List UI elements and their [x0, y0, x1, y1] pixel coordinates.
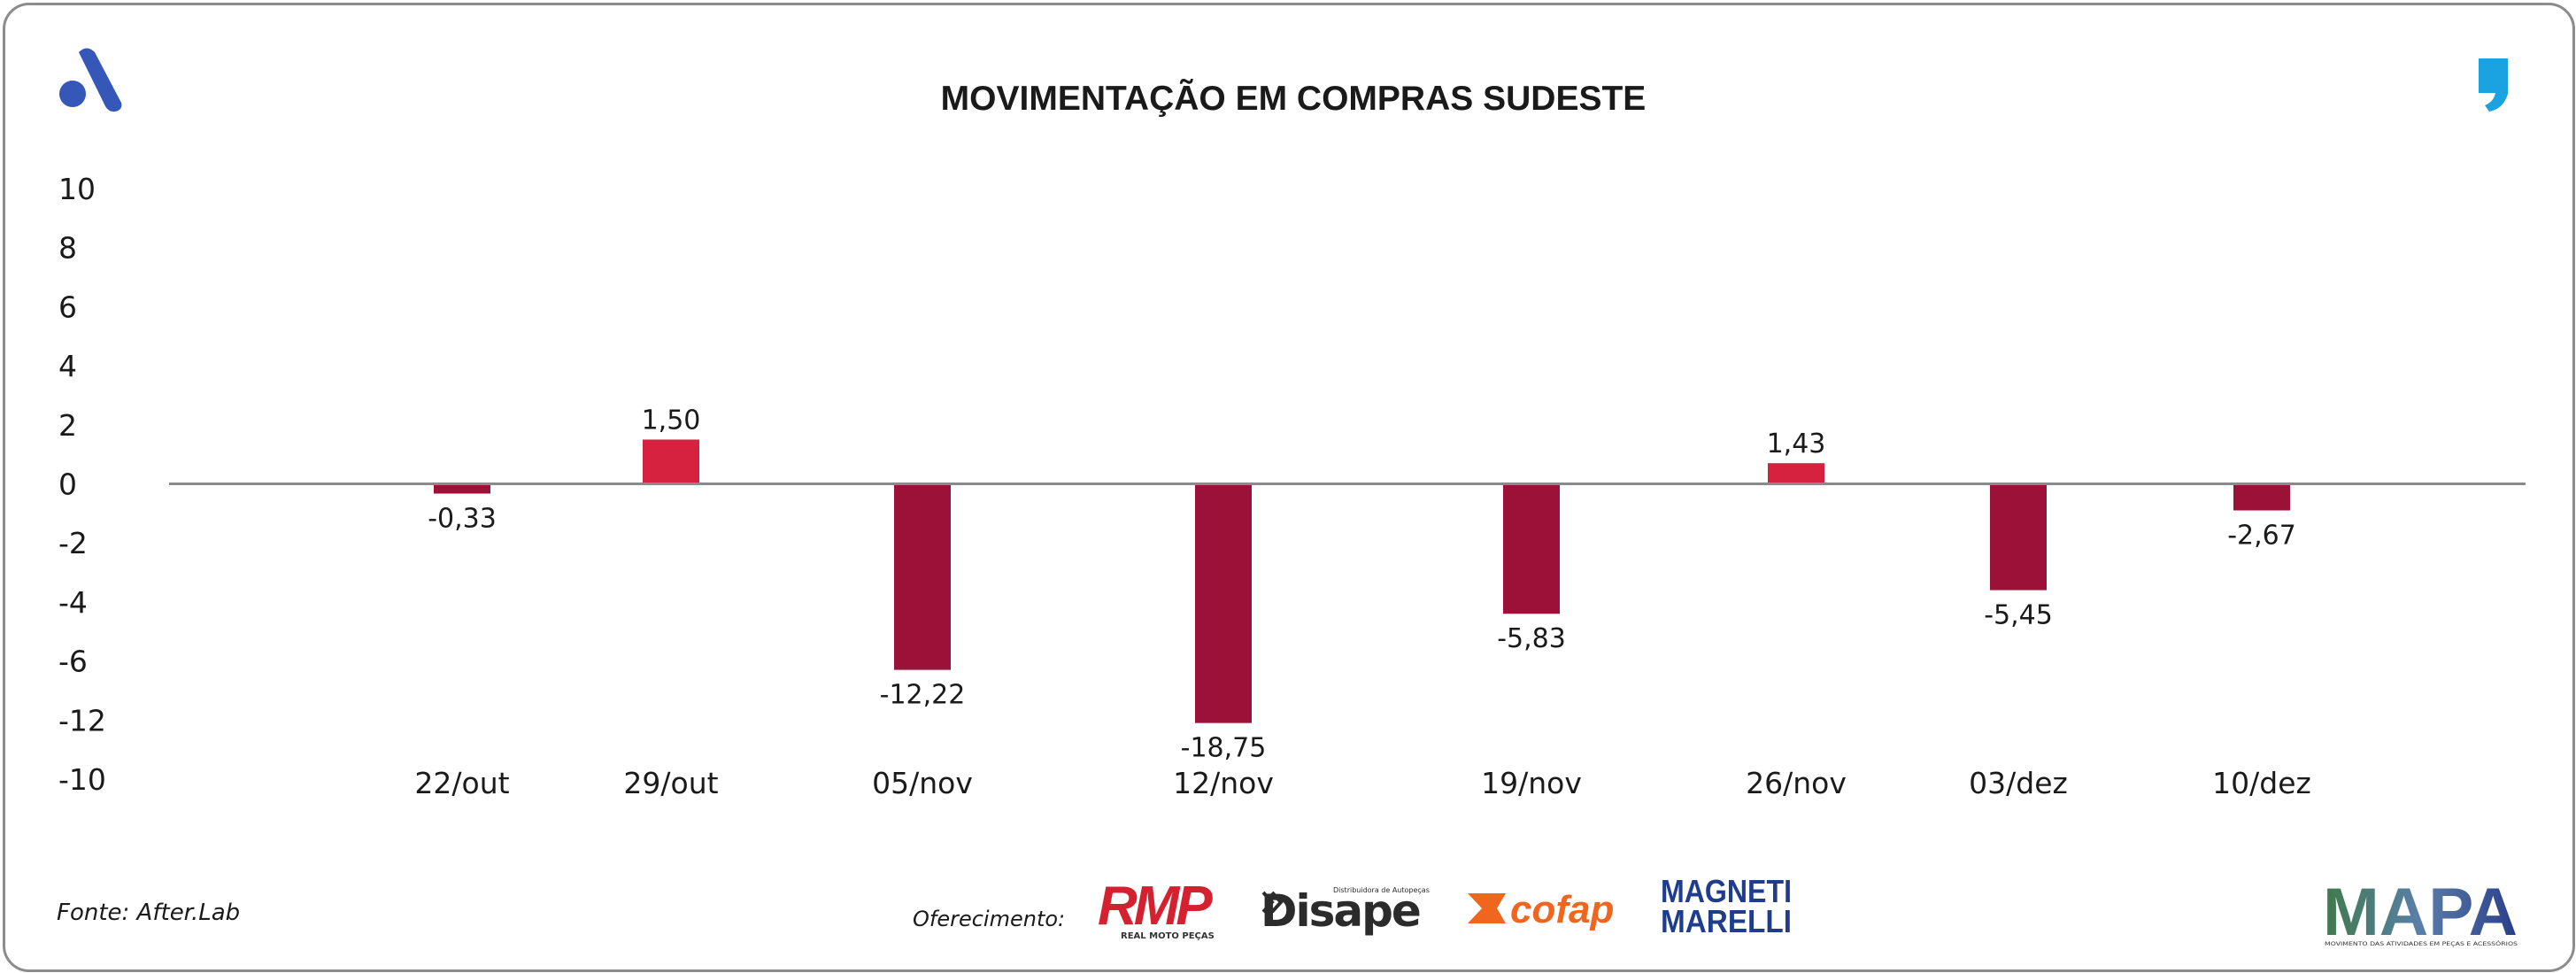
mapa-logo: MAPA MOVIMENTO DAS ATIVIDADES EM PEÇAS E…	[2323, 875, 2518, 950]
data-label: 1,43	[1767, 429, 1826, 459]
magneti-marelli-logo: MAGNETI MARELLI	[1661, 873, 1792, 939]
x-tick-label: 03/dez	[1969, 766, 2068, 800]
data-label: -0,33	[428, 504, 497, 535]
x-axis-ticks: 22/out 29/out 05/nov 12/nov 19/nov 26/nov 03/d…	[414, 766, 2310, 800]
bar-12-nov	[1195, 483, 1252, 723]
y-tick-label: 6	[58, 290, 77, 324]
mapa-logo-text: MAPA	[2323, 875, 2518, 950]
bar-29-out	[643, 439, 699, 484]
x-tick-label: 12/nov	[1173, 766, 1274, 800]
y-axis-ticks: 10 8 6 4 2 0 -2 -4 -6 -12 -10	[58, 172, 106, 797]
data-label: -2,67	[2227, 521, 2296, 552]
x-tick-label: 10/dez	[2212, 766, 2311, 800]
rmp-logo: RMP REAL MOTO PEÇAS	[1098, 876, 1216, 941]
y-tick-label: 2	[58, 408, 77, 443]
disape-logo-text: Disape	[1261, 885, 1420, 937]
x-tick-label: 22/out	[414, 766, 509, 800]
bars	[434, 439, 2290, 723]
a-logo-icon	[59, 48, 122, 112]
bar-03-dez	[1990, 483, 2047, 591]
y-tick-label: -6	[58, 645, 88, 679]
y-tick-label: -10	[58, 762, 106, 797]
bar-22-out	[434, 483, 490, 494]
x-tick-label: 26/nov	[1746, 766, 1847, 800]
rmp-logo-text: RMP	[1098, 876, 1213, 937]
x-tick-label: 29/out	[623, 766, 718, 800]
disape-logo: Disape Distribuidora de Autopeças	[1261, 885, 1430, 937]
x-tick-label: 05/nov	[872, 766, 973, 800]
y-tick-label: -12	[58, 703, 106, 737]
sponsor-label: Oferecimento:	[913, 907, 1065, 931]
quote-mark-icon	[2479, 58, 2508, 112]
bar-26-nov	[1768, 463, 1824, 484]
data-labels: -0,33 1,50 -12,22 -18,75 -5,83 1,43 -5,45 -2,67	[428, 405, 2296, 763]
source-note: Fonte: After.Lab	[57, 900, 240, 926]
bar-10-dez	[2233, 483, 2290, 511]
y-tick-label: 8	[58, 231, 77, 266]
data-label: -5,83	[1497, 623, 1566, 654]
chart-card: MOVIMENTAÇÃO EM COMPRAS SUDESTE 10 8 6 4 2 0 -…	[3, 3, 2575, 972]
mapa-logo-sub: MOVIMENTO DAS ATIVIDADES EM PEÇAS E ACES…	[2325, 941, 2518, 947]
magneti-logo-line2: MARELLI	[1661, 903, 1792, 939]
data-label: -18,75	[1181, 733, 1267, 764]
y-tick-label: -4	[58, 585, 88, 620]
y-tick-label: 10	[58, 172, 96, 206]
chart-title: MOVIMENTAÇÃO EM COMPRAS SUDESTE	[941, 79, 1647, 118]
data-label: 1,50	[642, 405, 701, 436]
y-tick-label: 4	[58, 349, 77, 383]
bar-19-nov	[1503, 483, 1560, 614]
cofap-logo: cofap	[1468, 888, 1614, 931]
rmp-logo-sub: REAL MOTO PEÇAS	[1121, 931, 1215, 941]
bar-05-nov	[894, 483, 951, 670]
y-tick-label: -2	[58, 526, 88, 560]
chart-canvas: MOVIMENTAÇÃO EM COMPRAS SUDESTE 10 8 6 4 2 0 -…	[57, 48, 2526, 950]
y-tick-label: 0	[58, 467, 77, 502]
x-tick-label: 19/nov	[1481, 766, 1582, 800]
data-label: -12,22	[880, 680, 966, 711]
disape-logo-sub: Distribuidora de Autopeças	[1333, 886, 1430, 894]
magneti-logo-line1: MAGNETI	[1661, 873, 1792, 909]
data-label: -5,45	[1984, 600, 2053, 631]
cofap-logo-text: cofap	[1510, 888, 1614, 931]
